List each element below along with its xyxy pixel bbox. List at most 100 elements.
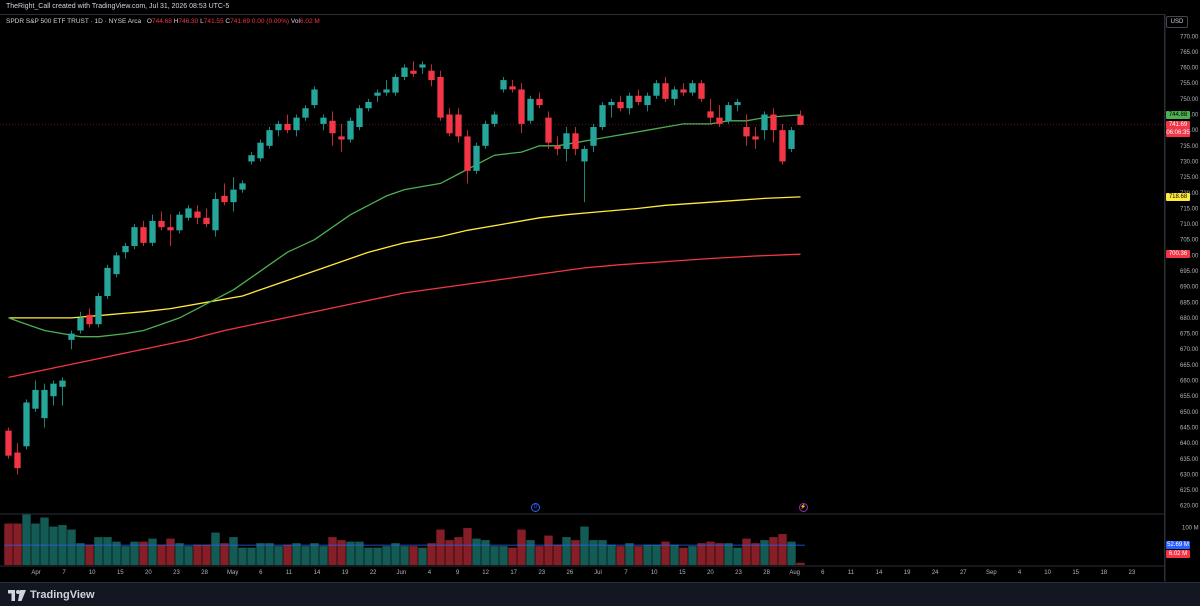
candle-body[interactable] bbox=[374, 92, 381, 96]
currency-selector[interactable]: USD bbox=[1166, 16, 1188, 28]
candle-body[interactable] bbox=[140, 227, 147, 243]
candle-body[interactable] bbox=[167, 227, 174, 231]
candle-body[interactable] bbox=[59, 380, 66, 387]
candle-body[interactable] bbox=[482, 123, 489, 146]
candle-body[interactable] bbox=[725, 105, 732, 121]
candle-body[interactable] bbox=[680, 89, 687, 93]
volume-bar bbox=[220, 543, 229, 565]
candle-body[interactable] bbox=[626, 95, 633, 109]
candle-body[interactable] bbox=[527, 98, 534, 121]
candle-body[interactable] bbox=[194, 211, 201, 218]
candle-body[interactable] bbox=[266, 130, 273, 146]
candle-body[interactable] bbox=[392, 76, 399, 93]
tradingview-logo-text: TradingView bbox=[30, 589, 95, 601]
candle-body[interactable] bbox=[320, 117, 327, 124]
candle-body[interactable] bbox=[599, 105, 606, 128]
candle-body[interactable] bbox=[563, 133, 570, 149]
candle-body[interactable] bbox=[437, 76, 444, 118]
earnings-event-icon[interactable]: ⚡ bbox=[799, 503, 808, 512]
symbol-name[interactable]: SPDR S&P 500 ETF TRUST · 1D · NYSE Arca bbox=[6, 18, 142, 25]
candle-body[interactable] bbox=[509, 86, 516, 90]
tradingview-logo[interactable]: TradingView bbox=[8, 588, 95, 602]
candle-body[interactable] bbox=[95, 296, 102, 325]
candle-body[interactable] bbox=[284, 123, 291, 131]
candle-body[interactable] bbox=[329, 120, 336, 134]
candle-body[interactable] bbox=[203, 217, 210, 225]
candle-body[interactable] bbox=[536, 98, 543, 106]
candle-body[interactable] bbox=[698, 83, 705, 99]
candle-body[interactable] bbox=[617, 101, 624, 109]
candle-body[interactable] bbox=[662, 83, 669, 99]
candle-body[interactable] bbox=[68, 333, 75, 340]
candle-body[interactable] bbox=[230, 189, 237, 203]
candle-body[interactable] bbox=[653, 83, 660, 96]
candle-body[interactable] bbox=[86, 314, 93, 325]
candle-body[interactable] bbox=[14, 452, 21, 469]
candle-body[interactable] bbox=[41, 389, 48, 419]
candle-body[interactable] bbox=[221, 195, 228, 203]
candle-body[interactable] bbox=[158, 220, 165, 228]
candle-body[interactable] bbox=[707, 111, 714, 118]
time-axis-label: 14 bbox=[314, 570, 321, 576]
candle-body[interactable] bbox=[23, 402, 30, 447]
candle-body[interactable] bbox=[347, 120, 354, 140]
candle-body[interactable] bbox=[113, 255, 120, 275]
candle-body[interactable] bbox=[185, 208, 192, 218]
candle-body[interactable] bbox=[356, 108, 363, 128]
candle-body[interactable] bbox=[419, 64, 426, 68]
candle-body[interactable] bbox=[572, 133, 579, 149]
candle-body[interactable] bbox=[5, 430, 12, 456]
candle-body[interactable] bbox=[635, 95, 642, 102]
candle-body[interactable] bbox=[401, 67, 408, 77]
candle-body[interactable] bbox=[473, 145, 480, 171]
candle-body[interactable] bbox=[788, 130, 795, 149]
candle-body[interactable] bbox=[311, 89, 318, 106]
candle-body[interactable] bbox=[410, 70, 417, 74]
candle-body[interactable] bbox=[743, 127, 750, 137]
symbol-legend[interactable]: SPDR S&P 500 ETF TRUST · 1D · NYSE Arca … bbox=[6, 16, 320, 28]
candle-body[interactable] bbox=[212, 199, 219, 231]
candle-body[interactable] bbox=[32, 389, 39, 409]
candle-body[interactable] bbox=[257, 142, 264, 159]
candle-body[interactable] bbox=[518, 89, 525, 124]
candle-body[interactable] bbox=[752, 136, 759, 140]
candle-body[interactable] bbox=[716, 117, 723, 124]
candle-body[interactable] bbox=[149, 220, 156, 243]
candle-body[interactable] bbox=[734, 101, 741, 106]
candle-body[interactable] bbox=[491, 114, 498, 124]
candle-body[interactable] bbox=[689, 83, 696, 93]
candle-body[interactable] bbox=[104, 267, 111, 297]
candle-body[interactable] bbox=[50, 383, 57, 397]
candle-body[interactable] bbox=[671, 89, 678, 99]
candle-body[interactable] bbox=[383, 89, 390, 93]
candle-body[interactable] bbox=[761, 114, 768, 131]
candle-body[interactable] bbox=[581, 148, 588, 162]
candle-body[interactable] bbox=[608, 101, 615, 106]
dividend-event-icon[interactable]: D bbox=[531, 503, 540, 512]
candle-body[interactable] bbox=[545, 117, 552, 143]
candle-body[interactable] bbox=[122, 245, 129, 253]
candle-body[interactable] bbox=[554, 145, 561, 149]
candle-body[interactable] bbox=[446, 114, 453, 134]
candle-body[interactable] bbox=[176, 214, 183, 231]
candle-body[interactable] bbox=[365, 101, 372, 109]
candle-body[interactable] bbox=[500, 80, 507, 90]
candle-body[interactable] bbox=[77, 317, 84, 331]
candle-body[interactable] bbox=[248, 155, 255, 162]
candle-body[interactable] bbox=[302, 108, 309, 118]
candle-body[interactable] bbox=[464, 136, 471, 171]
candle-body[interactable] bbox=[590, 127, 597, 146]
candle-body[interactable] bbox=[797, 115, 804, 125]
candle-body[interactable] bbox=[293, 117, 300, 131]
volume-bar bbox=[175, 543, 184, 565]
candle-body[interactable] bbox=[428, 70, 435, 81]
candle-body[interactable] bbox=[338, 136, 345, 140]
candle-body[interactable] bbox=[770, 114, 777, 131]
candle-body[interactable] bbox=[239, 183, 246, 190]
candle-body[interactable] bbox=[644, 95, 651, 106]
candle-body[interactable] bbox=[455, 114, 462, 137]
candle-body[interactable] bbox=[131, 227, 138, 246]
candle-body[interactable] bbox=[275, 123, 282, 131]
candle-body[interactable] bbox=[779, 130, 786, 162]
